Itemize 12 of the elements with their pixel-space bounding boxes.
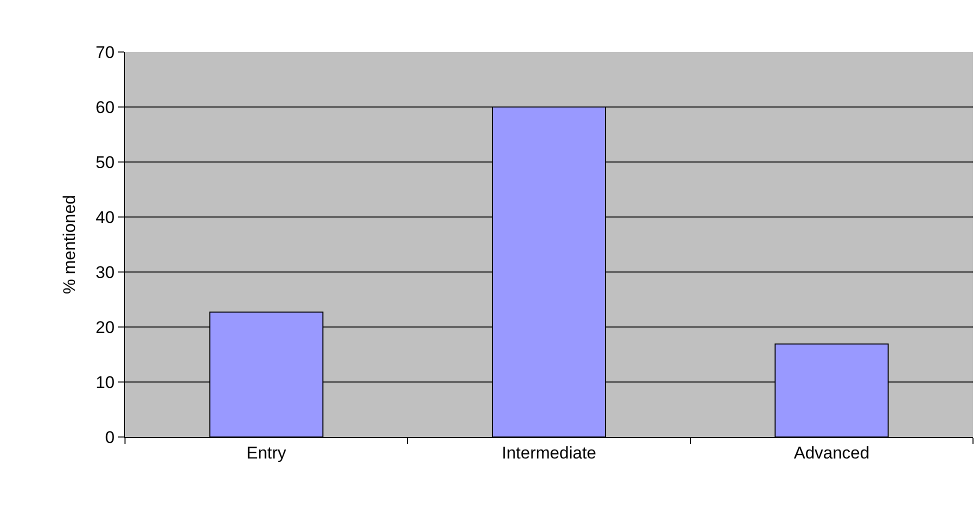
y-axis-title: % mentioned [60, 194, 80, 294]
y-tick-label: 40 [96, 208, 115, 227]
y-tick-label: 20 [96, 318, 115, 337]
x-tick-label: Advanced [794, 443, 870, 462]
y-tick-label: 70 [96, 42, 115, 62]
y-tick-label: 10 [96, 372, 115, 392]
x-tick-label: Entry [246, 443, 287, 462]
y-tick-label: 0 [105, 428, 115, 447]
y-tick-label: 60 [96, 98, 115, 117]
y-tick-label: 50 [96, 152, 115, 172]
y-tick-label: 30 [96, 262, 115, 282]
x-tick-label: Intermediate [502, 443, 596, 462]
